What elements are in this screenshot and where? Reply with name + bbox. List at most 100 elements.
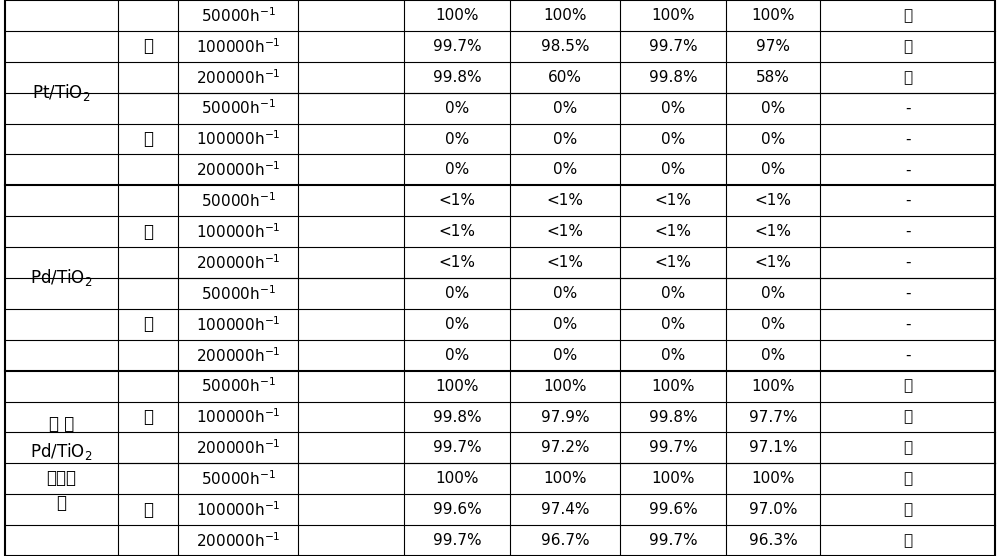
Text: 58%: 58% (756, 70, 790, 85)
Text: 100%: 100% (435, 379, 479, 394)
Text: 无: 无 (143, 130, 153, 148)
Text: 100%: 100% (435, 471, 479, 486)
Text: 96.7%: 96.7% (541, 533, 589, 548)
Text: 好: 好 (903, 39, 912, 54)
Text: 0%: 0% (553, 132, 577, 146)
Text: 99.8%: 99.8% (649, 410, 697, 424)
Text: 97.7%: 97.7% (749, 410, 797, 424)
Text: 0%: 0% (445, 101, 469, 116)
Text: <1%: <1% (654, 255, 692, 270)
Text: 0%: 0% (445, 162, 469, 177)
Text: -: - (905, 224, 910, 239)
Text: 100%: 100% (543, 471, 587, 486)
Text: 96.3%: 96.3% (749, 533, 797, 548)
Text: 0%: 0% (661, 162, 685, 177)
Text: 0%: 0% (761, 286, 785, 301)
Text: 100%: 100% (435, 8, 479, 23)
Text: -: - (905, 348, 910, 363)
Text: 0%: 0% (661, 317, 685, 332)
Text: 100000h$^{-1}$: 100000h$^{-1}$ (196, 37, 280, 56)
Text: 50000h$^{-1}$: 50000h$^{-1}$ (201, 377, 275, 395)
Text: 0%: 0% (553, 101, 577, 116)
Text: 0%: 0% (553, 286, 577, 301)
Text: 100%: 100% (651, 379, 695, 394)
Text: 100%: 100% (751, 8, 795, 23)
Text: 97.4%: 97.4% (541, 502, 589, 517)
Text: 有: 有 (143, 37, 153, 56)
Text: 100000h$^{-1}$: 100000h$^{-1}$ (196, 130, 280, 148)
Text: 97.1%: 97.1% (749, 440, 797, 455)
Text: 100000h$^{-1}$: 100000h$^{-1}$ (196, 222, 280, 241)
Text: 50000h$^{-1}$: 50000h$^{-1}$ (201, 191, 275, 210)
Text: 好: 好 (903, 533, 912, 548)
Text: <1%: <1% (438, 224, 476, 239)
Text: -: - (905, 286, 910, 301)
Text: 无: 无 (143, 315, 153, 334)
Text: 200000h$^{-1}$: 200000h$^{-1}$ (196, 68, 280, 87)
Text: 0%: 0% (445, 348, 469, 363)
Text: -: - (905, 101, 910, 116)
Text: 97.2%: 97.2% (541, 440, 589, 455)
Text: 有: 有 (143, 222, 153, 241)
Text: 0%: 0% (553, 348, 577, 363)
Text: 0%: 0% (761, 348, 785, 363)
Text: 0%: 0% (553, 317, 577, 332)
Text: 100%: 100% (543, 379, 587, 394)
Text: 60%: 60% (548, 70, 582, 85)
Text: 200000h$^{-1}$: 200000h$^{-1}$ (196, 253, 280, 272)
Text: <1%: <1% (754, 193, 791, 208)
Text: -: - (905, 162, 910, 177)
Text: 好: 好 (903, 8, 912, 23)
Text: 好: 好 (903, 502, 912, 517)
Text: 0%: 0% (661, 101, 685, 116)
Text: 99.7%: 99.7% (649, 440, 697, 455)
Text: 50000h$^{-1}$: 50000h$^{-1}$ (201, 99, 275, 117)
Text: 负 载
Pd/TiO$_2$
的电气
石: 负 载 Pd/TiO$_2$ 的电气 石 (30, 415, 93, 512)
Text: 好: 好 (903, 440, 912, 455)
Text: 100%: 100% (751, 379, 795, 394)
Text: -: - (905, 317, 910, 332)
Text: 200000h$^{-1}$: 200000h$^{-1}$ (196, 531, 280, 550)
Text: 50000h$^{-1}$: 50000h$^{-1}$ (201, 284, 275, 303)
Text: -: - (905, 132, 910, 146)
Text: 0%: 0% (445, 132, 469, 146)
Text: 99.7%: 99.7% (433, 440, 481, 455)
Text: -: - (905, 193, 910, 208)
Text: 200000h$^{-1}$: 200000h$^{-1}$ (196, 161, 280, 179)
Text: 99.6%: 99.6% (433, 502, 481, 517)
Text: 0%: 0% (661, 348, 685, 363)
Text: 好: 好 (903, 471, 912, 486)
Text: <1%: <1% (654, 193, 692, 208)
Text: 99.7%: 99.7% (433, 39, 481, 54)
Text: 无: 无 (143, 500, 153, 519)
Text: 97%: 97% (756, 39, 790, 54)
Text: 100000h$^{-1}$: 100000h$^{-1}$ (196, 408, 280, 426)
Text: 99.8%: 99.8% (433, 70, 481, 85)
Text: 200000h$^{-1}$: 200000h$^{-1}$ (196, 439, 280, 457)
Text: Pd/TiO$_2$: Pd/TiO$_2$ (30, 267, 93, 289)
Text: 好: 好 (903, 379, 912, 394)
Text: 0%: 0% (553, 162, 577, 177)
Text: 好: 好 (903, 70, 912, 85)
Text: 0%: 0% (761, 101, 785, 116)
Text: <1%: <1% (546, 255, 584, 270)
Text: 0%: 0% (761, 317, 785, 332)
Text: 50000h$^{-1}$: 50000h$^{-1}$ (201, 6, 275, 25)
Text: 97.9%: 97.9% (541, 410, 589, 424)
Text: 0%: 0% (661, 132, 685, 146)
Text: 0%: 0% (761, 162, 785, 177)
Text: -: - (905, 255, 910, 270)
Text: 99.6%: 99.6% (649, 502, 697, 517)
Text: 50000h$^{-1}$: 50000h$^{-1}$ (201, 469, 275, 488)
Text: 99.7%: 99.7% (433, 533, 481, 548)
Text: 100%: 100% (751, 471, 795, 486)
Text: <1%: <1% (654, 224, 692, 239)
Text: 97.0%: 97.0% (749, 502, 797, 517)
Text: 99.7%: 99.7% (649, 39, 697, 54)
Text: 98.5%: 98.5% (541, 39, 589, 54)
Text: 100000h$^{-1}$: 100000h$^{-1}$ (196, 500, 280, 519)
Text: 99.8%: 99.8% (649, 70, 697, 85)
Text: <1%: <1% (438, 193, 476, 208)
Text: 好: 好 (903, 410, 912, 424)
Text: 99.8%: 99.8% (433, 410, 481, 424)
